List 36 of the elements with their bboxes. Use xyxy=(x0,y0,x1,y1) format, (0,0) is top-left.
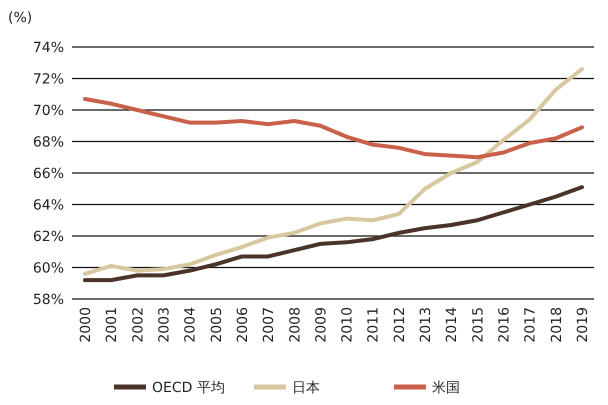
x-tick-label: 2010 xyxy=(340,307,356,343)
x-tick-label: 2006 xyxy=(234,306,251,343)
x-tick-label: 2014 xyxy=(444,306,460,343)
x-tick-label: 2001 xyxy=(104,307,120,343)
x-tick-label: 2009 xyxy=(313,307,330,343)
y-tick-label: 68% xyxy=(32,134,64,150)
x-tick-label: 2003 xyxy=(156,307,172,343)
x-tick-label: 2013 xyxy=(418,307,434,343)
x-tick-label: 2017 xyxy=(522,307,539,343)
legend-label: 日本 xyxy=(292,380,320,396)
x-tick-label: 2011 xyxy=(366,307,382,343)
y-axis-title: (%) xyxy=(8,10,32,26)
x-tick-label: 2012 xyxy=(392,307,408,343)
y-tick-label: 62% xyxy=(32,228,64,245)
legend-label: OECD 平均 xyxy=(152,380,225,396)
x-tick-label: 2002 xyxy=(130,307,146,343)
x-tick-label: 2007 xyxy=(261,307,278,343)
y-tick-label: 60% xyxy=(32,260,64,276)
y-tick-label: 66% xyxy=(32,166,64,182)
y-tick-label: 70% xyxy=(32,102,64,119)
y-tick-label: 64% xyxy=(32,197,64,214)
legend-label: 米国 xyxy=(432,380,460,396)
x-tick-label: 2018 xyxy=(548,307,565,343)
line-series xyxy=(83,67,584,276)
x-tick-label: 2004 xyxy=(182,306,199,343)
line-series xyxy=(83,185,584,282)
line-series xyxy=(83,96,584,160)
y-tick-label: 74% xyxy=(32,40,64,56)
x-tick-label: 2005 xyxy=(208,307,225,343)
x-tick-label: 2019 xyxy=(575,307,591,343)
x-tick-label: 2008 xyxy=(287,307,304,343)
y-tick-label: 58% xyxy=(32,292,64,308)
x-tick-label: 2016 xyxy=(496,306,513,343)
y-tick-label: 72% xyxy=(32,71,64,88)
x-tick-label: 2000 xyxy=(78,307,94,343)
x-tick-label: 2015 xyxy=(470,307,486,343)
